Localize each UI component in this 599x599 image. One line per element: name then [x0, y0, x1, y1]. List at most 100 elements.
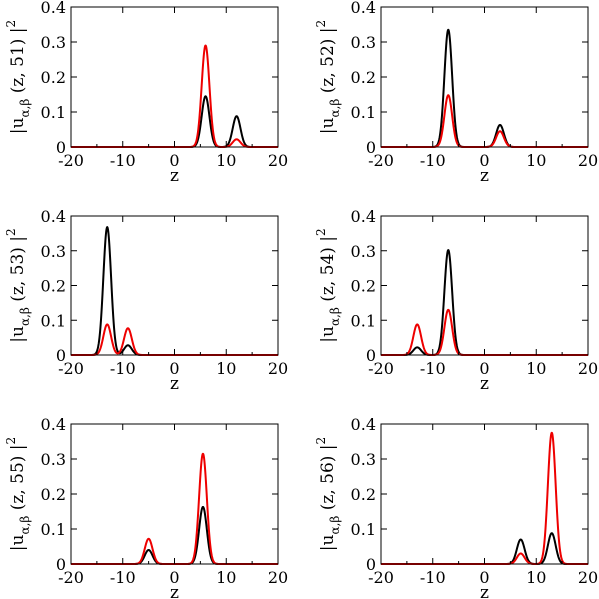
y-label-power: 2 — [314, 20, 328, 28]
chart-panel-4: -20 -10 0 10 20 0 0.1 0.2 0.3 0.4 z |uα,β (z, 54) |… — [314, 207, 598, 394]
y-tick-label: 0.1 — [41, 520, 66, 539]
x-tick-label: -10 — [110, 359, 136, 378]
x-tick-label: 10 — [216, 568, 236, 587]
y-label-suffix: | — [318, 444, 338, 450]
y-label-prefix: |u — [8, 117, 28, 134]
x-tick-label: 20 — [268, 568, 288, 587]
chart-panel-6: -20 -10 0 10 20 0 0.1 0.2 0.3 0.4 z |uα,β (z, 56) |… — [314, 415, 598, 599]
y-tick-label: 0.3 — [41, 33, 66, 52]
y-tick-label: 0 — [366, 555, 376, 574]
x-axis-label: z — [480, 583, 489, 599]
x-tick-label: 20 — [268, 151, 288, 170]
x-tick-label: 20 — [578, 568, 598, 587]
x-axis-label: z — [480, 166, 489, 186]
y-label-subscript: α,β — [328, 516, 342, 535]
y-tick-label: 0.1 — [41, 311, 66, 330]
y-label-suffix: | — [8, 444, 28, 450]
y-tick-label: 0.4 — [41, 207, 66, 226]
plot-frame — [380, 215, 589, 356]
x-tick-label: 20 — [578, 151, 598, 170]
y-label-subscript: α,β — [18, 99, 32, 118]
y-tick-label: 0.4 — [41, 415, 66, 434]
x-tick-label: 0 — [169, 151, 179, 170]
series-line-2 — [380, 308, 589, 356]
x-axis-label: z — [170, 374, 179, 394]
y-label-argument: (z, 51) — [8, 33, 28, 98]
y-label-subscript: α,β — [328, 307, 342, 326]
x-tick-label: 10 — [216, 151, 236, 170]
y-tick-label: 0.3 — [351, 33, 376, 52]
x-tick-label: 10 — [216, 359, 236, 378]
series-line-1 — [70, 95, 279, 148]
y-tick-label: 0.3 — [41, 450, 66, 469]
x-axis-label: z — [480, 374, 489, 394]
y-tick-label: 0.4 — [41, 0, 66, 17]
y-label-suffix: | — [8, 27, 28, 33]
x-tick-label: 10 — [526, 568, 546, 587]
x-tick-label: 20 — [578, 359, 598, 378]
y-tick-label: 0.2 — [41, 68, 66, 87]
y-axis-label: |uα,β (z, 52) |2 — [314, 20, 342, 134]
y-tick-label: 0.2 — [351, 485, 376, 504]
series-line-1 — [380, 28, 589, 148]
y-label-suffix: | — [8, 236, 28, 242]
y-label-argument: (z, 56) — [318, 450, 338, 515]
x-tick-label: -20 — [368, 568, 394, 587]
x-tick-label: -20 — [368, 151, 394, 170]
x-tick-label: -10 — [420, 151, 446, 170]
series-line-2 — [70, 452, 279, 565]
y-tick-label: 0.1 — [41, 103, 66, 122]
y-tick-label: 0.3 — [41, 242, 66, 261]
y-tick-label: 0.2 — [41, 277, 66, 296]
y-label-prefix: |u — [8, 326, 28, 343]
x-tick-label: 20 — [268, 359, 288, 378]
y-label-power: 2 — [4, 20, 18, 28]
series-line-2 — [380, 431, 589, 565]
x-axis-label: z — [170, 583, 179, 599]
x-tick-label: -20 — [368, 359, 394, 378]
y-tick-label: 0.3 — [351, 450, 376, 469]
y-tick-label: 0.4 — [351, 0, 376, 17]
y-axis-label: |uα,β (z, 54) |2 — [314, 228, 342, 342]
y-tick-label: 0.1 — [351, 103, 376, 122]
y-label-prefix: |u — [8, 534, 28, 551]
y-label-argument: (z, 55) — [8, 450, 28, 515]
y-tick-label: 0 — [56, 346, 66, 365]
chart-panel-5: -20 -10 0 10 20 0 0.1 0.2 0.3 0.4 z |uα,β (z, 55) |… — [4, 415, 288, 599]
y-label-suffix: | — [318, 27, 338, 33]
x-tick-label: -20 — [58, 151, 84, 170]
y-label-subscript: α,β — [328, 99, 342, 118]
y-label-power: 2 — [4, 437, 18, 445]
series-line-2 — [380, 94, 589, 148]
series-line-2 — [70, 44, 279, 148]
x-tick-label: 0 — [479, 151, 489, 170]
plot-frame — [380, 6, 589, 148]
plot-frame — [70, 6, 279, 148]
x-tick-label: 0 — [479, 568, 489, 587]
y-label-power: 2 — [4, 228, 18, 236]
x-tick-label: 10 — [526, 151, 546, 170]
y-tick-label: 0 — [366, 346, 376, 365]
x-tick-label: 0 — [479, 359, 489, 378]
y-label-prefix: |u — [318, 117, 338, 134]
y-tick-label: 0.1 — [351, 311, 376, 330]
y-label-argument: (z, 52) — [318, 33, 338, 98]
y-tick-label: 0 — [56, 555, 66, 574]
series-line-1 — [70, 226, 279, 356]
y-tick-label: 0.1 — [351, 520, 376, 539]
chart-panel-3: -20 -10 0 10 20 0 0.1 0.2 0.3 0.4 z |uα,β (z, 53) |… — [4, 207, 288, 394]
y-label-prefix: |u — [318, 326, 338, 343]
y-label-subscript: α,β — [18, 307, 32, 326]
y-label-subscript: α,β — [18, 516, 32, 535]
x-tick-label: -20 — [58, 568, 84, 587]
y-tick-label: 0 — [56, 138, 66, 157]
y-label-argument: (z, 54) — [318, 242, 338, 307]
x-axis-label: z — [170, 166, 179, 186]
y-tick-label: 0 — [366, 138, 376, 157]
y-axis-label: |uα,β (z, 56) |2 — [314, 437, 342, 551]
x-tick-label: -10 — [420, 359, 446, 378]
x-tick-label: 10 — [526, 359, 546, 378]
x-tick-label: -10 — [110, 568, 136, 587]
y-axis-label: |uα,β (z, 53) |2 — [4, 228, 32, 342]
